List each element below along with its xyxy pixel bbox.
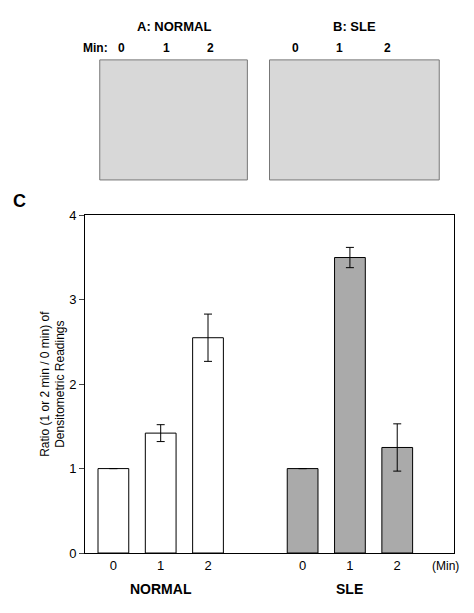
svg-text:C: C [13,191,26,211]
svg-text:(Min): (Min) [432,559,459,573]
svg-text:2: 2 [69,377,76,392]
svg-text:0: 0 [118,41,125,55]
svg-text:4: 4 [69,208,76,223]
svg-text:B: SLE: B: SLE [333,19,376,34]
svg-text:0: 0 [299,558,306,573]
svg-text:0: 0 [110,558,117,573]
svg-text:Ratio (1 or 2 min / 0 min) ofD: Ratio (1 or 2 min / 0 min) ofDensitometr… [38,311,68,457]
svg-text:SLE: SLE [336,581,363,597]
svg-text:1: 1 [346,558,353,573]
svg-text:NORMAL: NORMAL [130,581,192,597]
svg-text:Min:: Min: [83,41,108,55]
svg-text:2: 2 [207,41,214,55]
svg-text:0: 0 [69,546,76,561]
svg-text:2: 2 [204,558,211,573]
svg-text:0: 0 [292,41,299,55]
svg-text:3: 3 [69,292,76,307]
svg-text:1: 1 [336,41,343,55]
svg-text:2: 2 [384,41,391,55]
svg-text:1: 1 [163,41,170,55]
svg-text:1: 1 [157,558,164,573]
svg-text:2: 2 [394,558,401,573]
svg-text:A: NORMAL: A: NORMAL [137,19,211,34]
svg-text:1: 1 [69,461,76,476]
